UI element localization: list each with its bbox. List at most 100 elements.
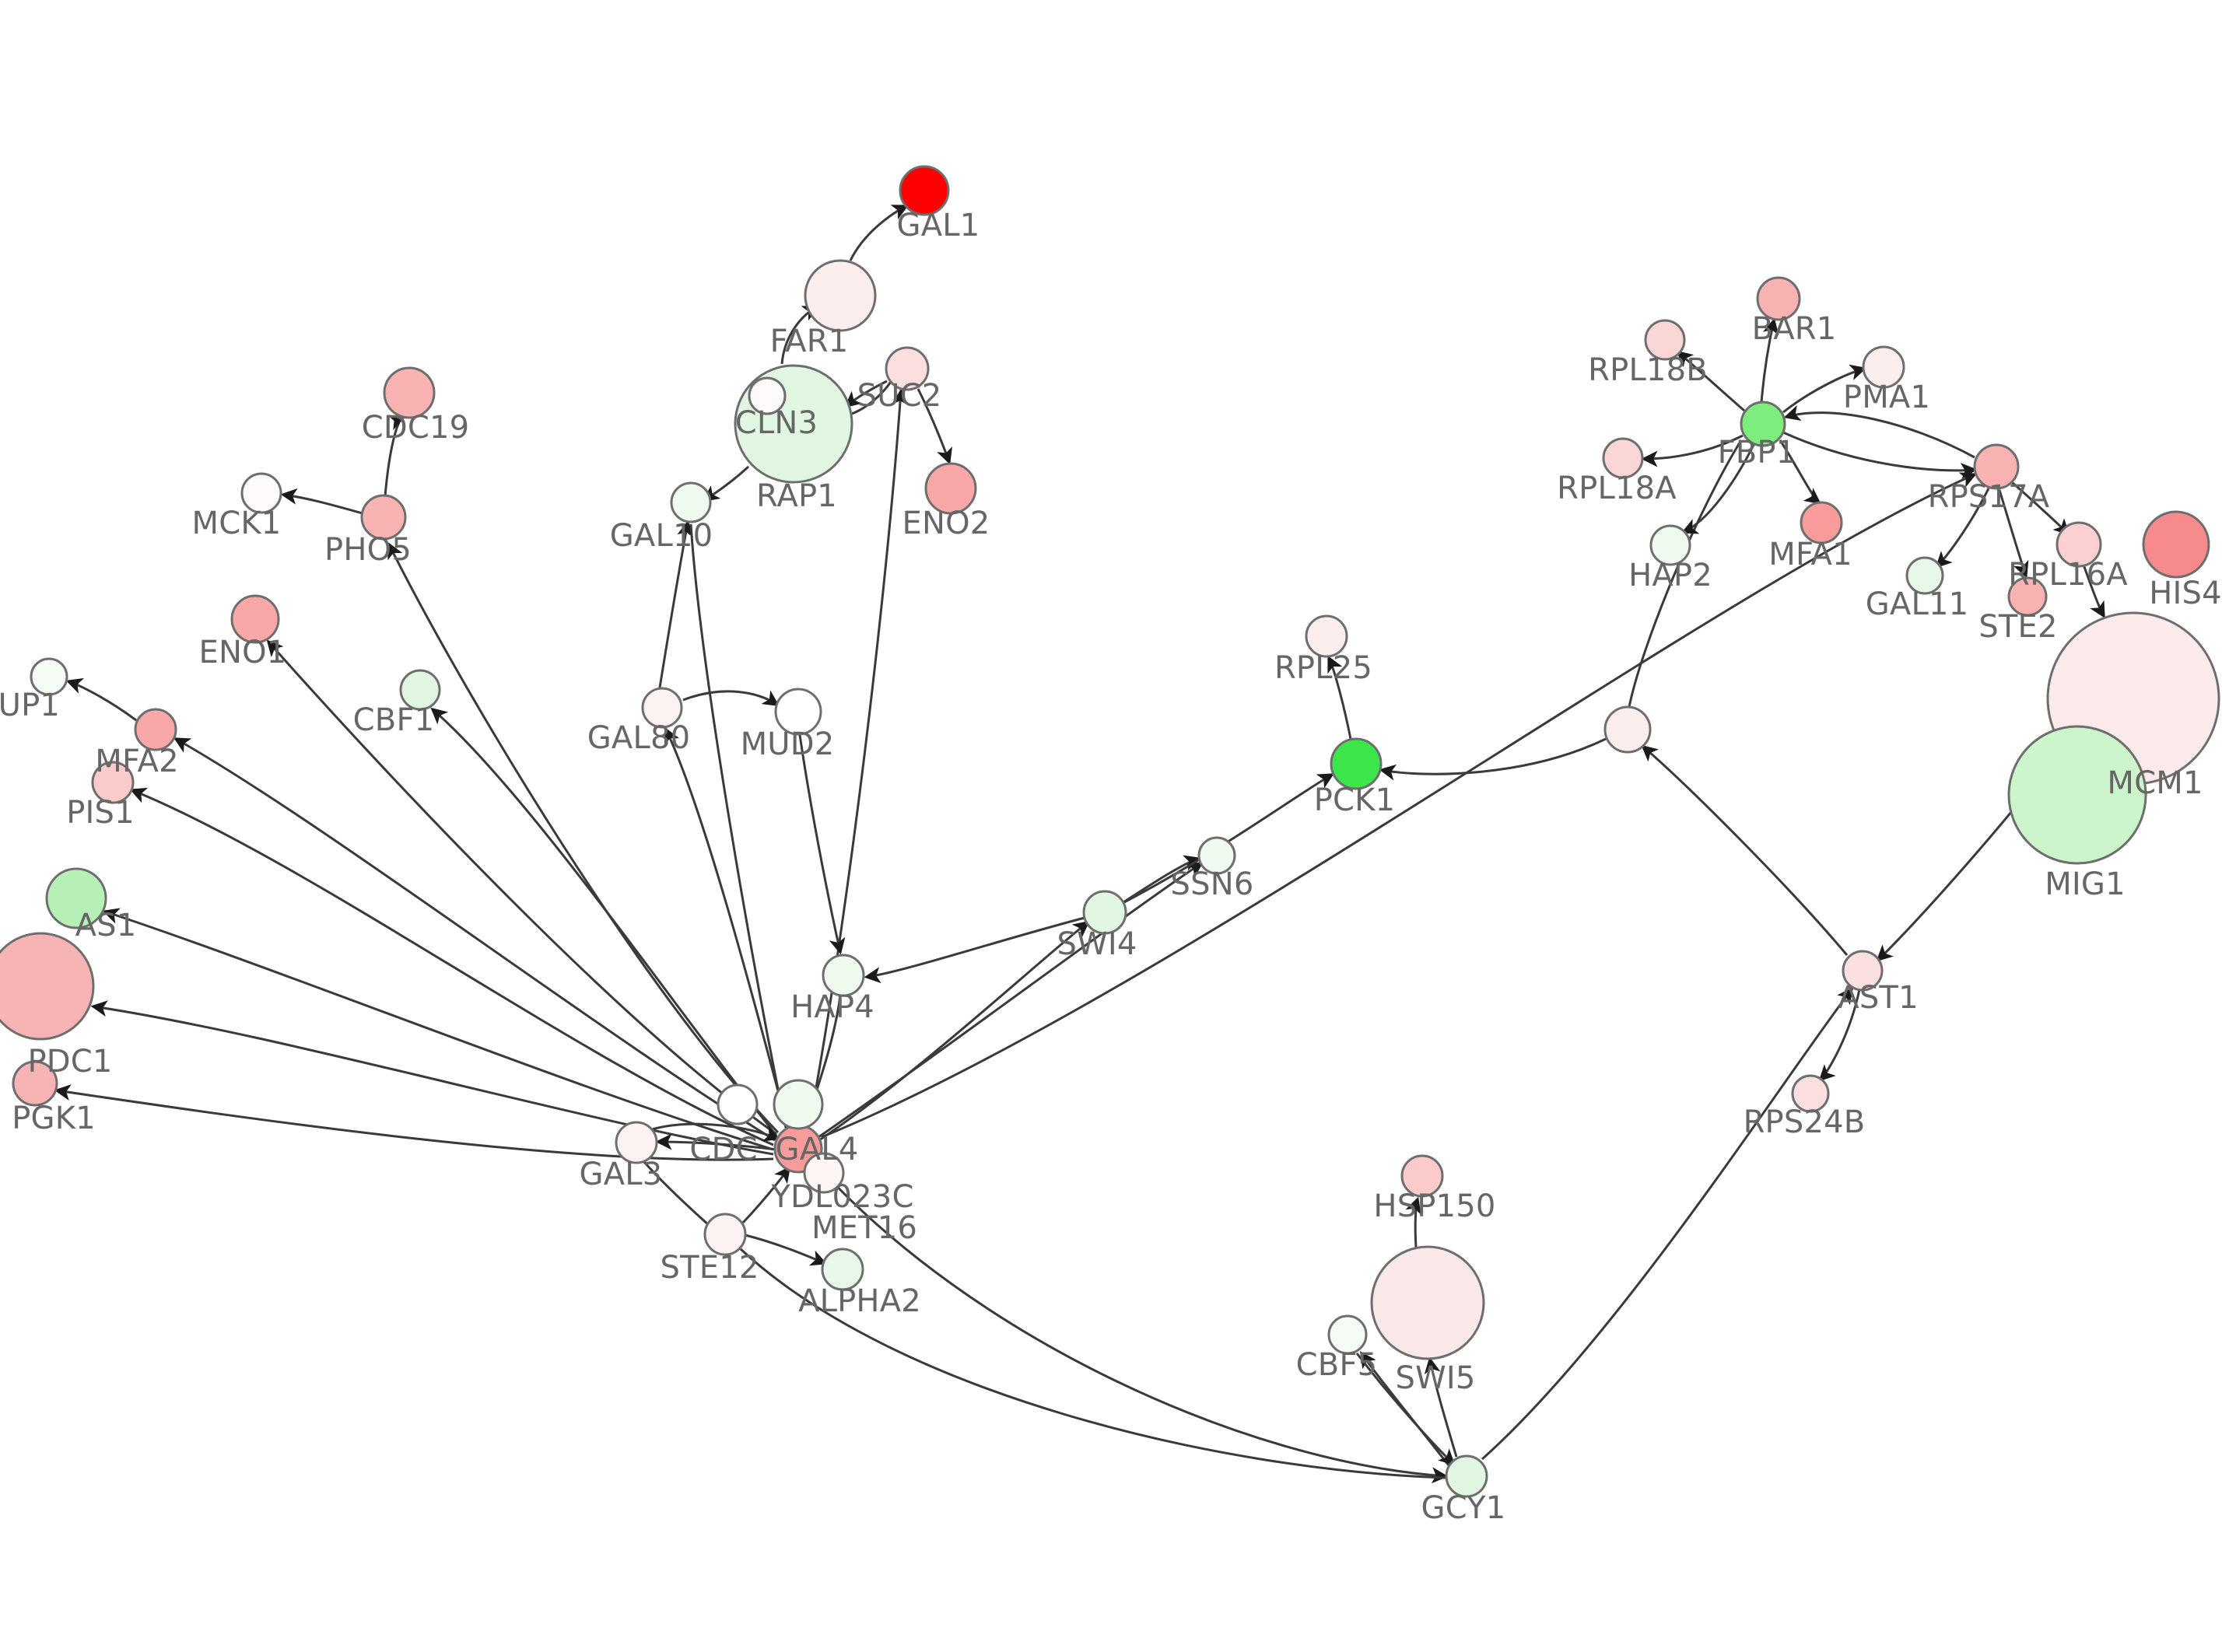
node-label-AST1: AST1 [1838, 980, 1918, 1016]
node-MFA2[interactable] [134, 708, 177, 751]
node-label-CLN3: CLN3 [735, 405, 818, 441]
node-RPL16A[interactable] [2056, 521, 2102, 568]
node-label-CBF1: CBF1 [353, 702, 435, 738]
node-label-RPS17A: RPS17A [1928, 479, 2050, 515]
edge-RPS17A-to-FBP1 [1783, 404, 1975, 459]
node-label-PDC1: PDC1 [27, 1044, 112, 1080]
node-HAP2[interactable] [1649, 524, 1691, 566]
node-YDL023C[interactable] [803, 1152, 845, 1194]
node-HAP4_HUB[interactable] [773, 1079, 824, 1130]
node-MUD2[interactable] [774, 688, 822, 736]
node-label-MCK1: MCK1 [192, 506, 282, 541]
node-RPL25[interactable] [1305, 614, 1348, 658]
node-label-GAL3: GAL3 [580, 1157, 663, 1192]
node-PHO5[interactable] [360, 494, 407, 541]
node-CDC19[interactable] [383, 366, 436, 419]
node-HAP4[interactable] [822, 954, 865, 997]
edge-PHO5-to-CDC19 [384, 415, 406, 497]
edge-GAL4-to-SSN6 [818, 862, 1204, 1139]
node-label-PGK1: PGK1 [12, 1101, 96, 1136]
node-label-AS1: AS1 [75, 908, 137, 943]
node-GAL1[interactable] [899, 165, 950, 216]
node-PIS1[interactable] [91, 761, 135, 804]
node-label-GAL10: GAL10 [610, 518, 713, 554]
node-label-SWI5: SWI5 [1396, 1360, 1476, 1396]
node-STE2[interactable] [2007, 576, 2048, 617]
edge-AST1_SRC-to-PCK1 [1379, 737, 1607, 781]
edge-RPS17A-to-GAL11 [1935, 488, 1990, 569]
node-RPS17A[interactable] [1973, 443, 2020, 490]
node-MIG1[interactable] [2007, 725, 2147, 865]
node-label-MUD2: MUD2 [741, 726, 835, 762]
node-FBP1[interactable] [1740, 401, 1786, 447]
node-GAL11[interactable] [1905, 556, 1944, 595]
edge-GAL4-to-GAL80 [664, 726, 789, 1127]
node-RPS24B[interactable] [1791, 1074, 1830, 1113]
node-label-CBF5: CBF5 [1296, 1347, 1378, 1383]
node-label-RPL16A: RPL16A [2008, 557, 2128, 593]
node-label-PIS1: PIS1 [66, 795, 135, 831]
node-GCY1[interactable] [1445, 1454, 1488, 1498]
node-SWI4[interactable] [1082, 890, 1127, 935]
node-CBF5[interactable] [1327, 1314, 1368, 1355]
node-SSN6[interactable] [1197, 836, 1236, 875]
node-label-CDC: CDC [689, 1132, 757, 1167]
node-TUP1[interactable] [30, 657, 68, 696]
node-label-PCK1: PCK1 [1314, 782, 1396, 818]
node-AST1[interactable] [1842, 950, 1884, 992]
node-label-RPS24B: RPS24B [1744, 1104, 1866, 1140]
edge-GAL4-to-GAL10 [689, 523, 787, 1129]
edge-AST1_SRC-to-FBP1 [1628, 439, 1743, 708]
node-ENO1[interactable] [230, 594, 280, 644]
node-SWI5[interactable] [1370, 1245, 1485, 1360]
node-label-HSP150: HSP150 [1373, 1188, 1495, 1224]
node-GAL10[interactable] [670, 481, 712, 523]
node-RPL18B[interactable] [1644, 319, 1686, 361]
node-PCK1[interactable] [1330, 737, 1383, 790]
node-label-STE12: STE12 [661, 1250, 759, 1286]
node-AST1_SRC[interactable] [1603, 705, 1652, 754]
node-BAR1[interactable] [1756, 276, 1801, 321]
node-HSP150[interactable] [1400, 1154, 1444, 1198]
edge-GAL80-to-GAL10 [658, 520, 694, 688]
node-label-STE2: STE2 [1978, 609, 2057, 645]
node-PGK1[interactable] [12, 1060, 58, 1107]
edge-SWI5-to-HSP150 [1405, 1196, 1421, 1248]
node-RAP1_NODE[interactable] [748, 376, 787, 415]
node-label-MFA2: MFA2 [95, 744, 178, 779]
node-SUC2[interactable] [885, 346, 930, 391]
edge-FBP1-to-BAR1 [1760, 317, 1779, 403]
edge-GCY1-to-SWI5 [1424, 1356, 1458, 1458]
node-CBF1[interactable] [399, 669, 441, 711]
node-label-ENO1: ENO1 [199, 635, 287, 670]
node-label-YDL023C: YDL023C [770, 1179, 913, 1215]
node-RPL18A[interactable] [1602, 437, 1644, 479]
node-WHITE_HUB[interactable] [717, 1083, 759, 1125]
edge-STE12-to-ALPHA2 [745, 1234, 828, 1266]
node-PDC1[interactable] [0, 932, 95, 1041]
edge-GAL4-to-GCY1 [815, 1164, 1449, 1484]
node-ALPHA2[interactable] [821, 1248, 864, 1291]
node-MCK1[interactable] [240, 472, 282, 514]
node-AS1[interactable] [45, 867, 107, 929]
edge-MFA2-to-TUP1 [65, 677, 137, 722]
node-PMA1[interactable] [1862, 345, 1905, 389]
edge-FAR1-to-GAL1 [849, 205, 909, 261]
node-MFA1[interactable] [1800, 501, 1843, 544]
node-GAL3[interactable] [615, 1121, 658, 1164]
node-GAL80[interactable] [641, 687, 683, 729]
node-label-RPL18B: RPL18B [1588, 352, 1708, 388]
node-ENO2[interactable] [924, 462, 977, 515]
node-HIS4[interactable] [2142, 510, 2210, 579]
node-label-GAL80: GAL80 [587, 720, 691, 756]
edge-GAL4-to-PDC1 [90, 1000, 774, 1156]
edge-RPS17A-to-STE2 [1998, 489, 2029, 579]
edge-layer [54, 205, 2105, 1484]
edge-GAL4-to-PGK1 [54, 1084, 774, 1161]
edge-FBP1-to-RPS17A [1782, 431, 1978, 479]
edge-GAL4-to-AS1 [102, 908, 774, 1151]
node-FAR1[interactable] [804, 259, 877, 332]
node-STE12[interactable] [703, 1213, 747, 1256]
